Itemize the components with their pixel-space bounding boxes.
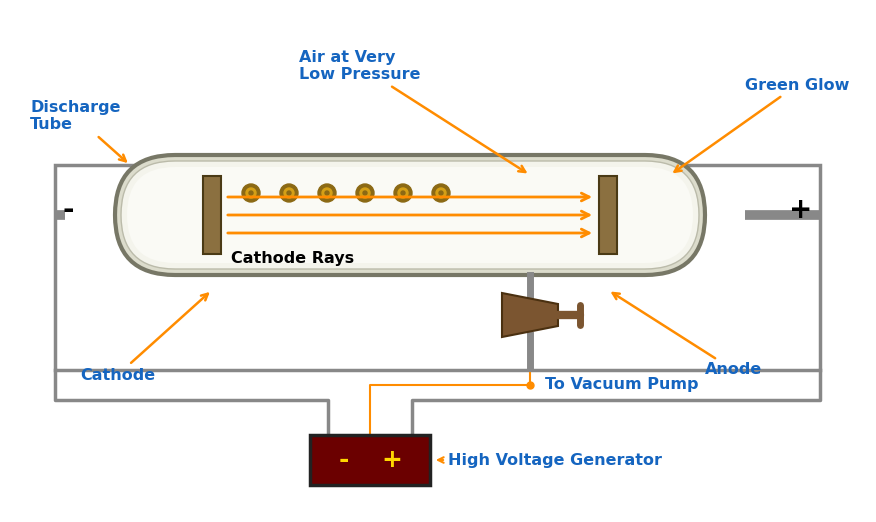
FancyBboxPatch shape [115,155,705,275]
Text: Discharge
Tube: Discharge Tube [30,100,126,161]
Circle shape [432,184,450,202]
Circle shape [249,191,253,195]
Text: Cathode Rays: Cathode Rays [231,251,354,266]
Text: High Voltage Generator: High Voltage Generator [448,453,662,468]
Circle shape [394,184,412,202]
Bar [203,176,221,254]
FancyBboxPatch shape [127,167,693,263]
Text: Green Glow: Green Glow [675,77,850,172]
Text: Air at Very
Low Pressure: Air at Very Low Pressure [300,50,526,172]
Circle shape [287,191,291,195]
Circle shape [280,184,298,202]
Circle shape [363,191,367,195]
Polygon shape [502,293,558,337]
Circle shape [398,188,408,198]
Text: -: - [338,448,349,472]
FancyBboxPatch shape [121,161,699,269]
Circle shape [360,188,370,198]
Circle shape [436,188,446,198]
Text: Cathode: Cathode [80,294,208,383]
Circle shape [318,184,336,202]
Text: Anode: Anode [612,293,762,377]
Text: +: + [381,448,402,472]
Circle shape [401,191,405,195]
Bar [599,176,617,254]
Circle shape [284,188,294,198]
Circle shape [246,188,256,198]
Circle shape [439,191,443,195]
Circle shape [322,188,332,198]
Bar [310,435,430,485]
Bar [55,165,820,370]
Circle shape [356,184,374,202]
Circle shape [325,191,329,195]
Text: To Vacuum Pump: To Vacuum Pump [545,377,698,393]
Text: -: - [63,196,74,224]
Text: +: + [788,196,812,224]
Circle shape [242,184,260,202]
